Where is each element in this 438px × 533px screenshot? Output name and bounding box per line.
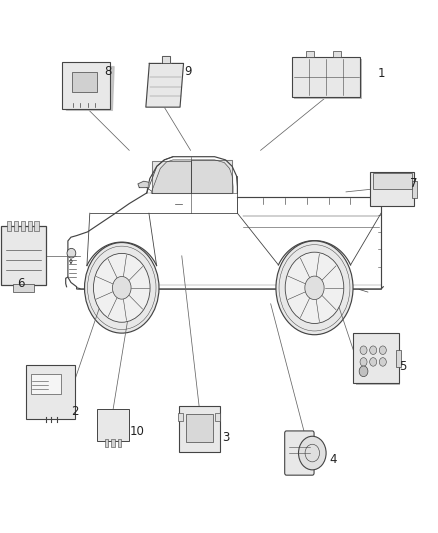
Polygon shape <box>191 160 232 193</box>
Text: 9: 9 <box>184 65 191 78</box>
FancyBboxPatch shape <box>372 173 411 189</box>
FancyBboxPatch shape <box>61 62 110 109</box>
Ellipse shape <box>67 248 76 258</box>
Text: 2: 2 <box>71 405 78 418</box>
Bar <box>28 221 32 230</box>
FancyBboxPatch shape <box>370 172 414 206</box>
Bar <box>306 51 314 58</box>
Circle shape <box>299 436 326 470</box>
Text: 10: 10 <box>130 425 145 438</box>
Bar <box>31 374 61 394</box>
Polygon shape <box>162 55 170 63</box>
Bar <box>215 413 220 421</box>
Bar <box>333 51 341 58</box>
Bar <box>411 181 417 198</box>
Polygon shape <box>146 63 184 107</box>
Bar <box>186 414 213 442</box>
Polygon shape <box>138 181 149 188</box>
FancyBboxPatch shape <box>353 333 399 383</box>
Bar <box>356 338 400 385</box>
Text: 4: 4 <box>329 453 336 466</box>
Bar <box>111 439 115 447</box>
Polygon shape <box>67 67 114 110</box>
Circle shape <box>370 358 377 366</box>
Circle shape <box>360 346 367 354</box>
Bar <box>178 413 183 421</box>
Text: 6: 6 <box>18 277 25 290</box>
FancyBboxPatch shape <box>294 60 362 99</box>
Polygon shape <box>152 161 191 193</box>
Bar <box>396 350 401 367</box>
FancyBboxPatch shape <box>179 406 220 452</box>
FancyBboxPatch shape <box>26 365 74 419</box>
Circle shape <box>276 241 353 335</box>
Circle shape <box>370 346 377 354</box>
Text: 1: 1 <box>378 67 385 80</box>
Bar <box>35 221 39 230</box>
Text: 3: 3 <box>222 431 230 443</box>
FancyBboxPatch shape <box>285 431 314 475</box>
Circle shape <box>85 243 159 333</box>
Bar <box>13 284 34 292</box>
Circle shape <box>305 276 324 300</box>
Bar <box>118 439 121 447</box>
FancyBboxPatch shape <box>97 408 129 441</box>
Circle shape <box>113 277 131 299</box>
Circle shape <box>379 358 386 366</box>
Bar <box>7 221 11 230</box>
Circle shape <box>359 366 368 377</box>
Circle shape <box>379 346 386 354</box>
Bar <box>105 439 108 447</box>
Bar <box>14 221 18 230</box>
Text: 5: 5 <box>399 360 407 373</box>
Bar <box>72 72 97 92</box>
FancyBboxPatch shape <box>293 58 360 97</box>
Text: 7: 7 <box>410 177 417 190</box>
Bar <box>21 221 25 230</box>
Polygon shape <box>147 160 233 193</box>
FancyBboxPatch shape <box>1 226 46 286</box>
Circle shape <box>360 358 367 366</box>
Text: 8: 8 <box>104 65 112 78</box>
Circle shape <box>93 253 150 322</box>
Circle shape <box>285 252 344 324</box>
